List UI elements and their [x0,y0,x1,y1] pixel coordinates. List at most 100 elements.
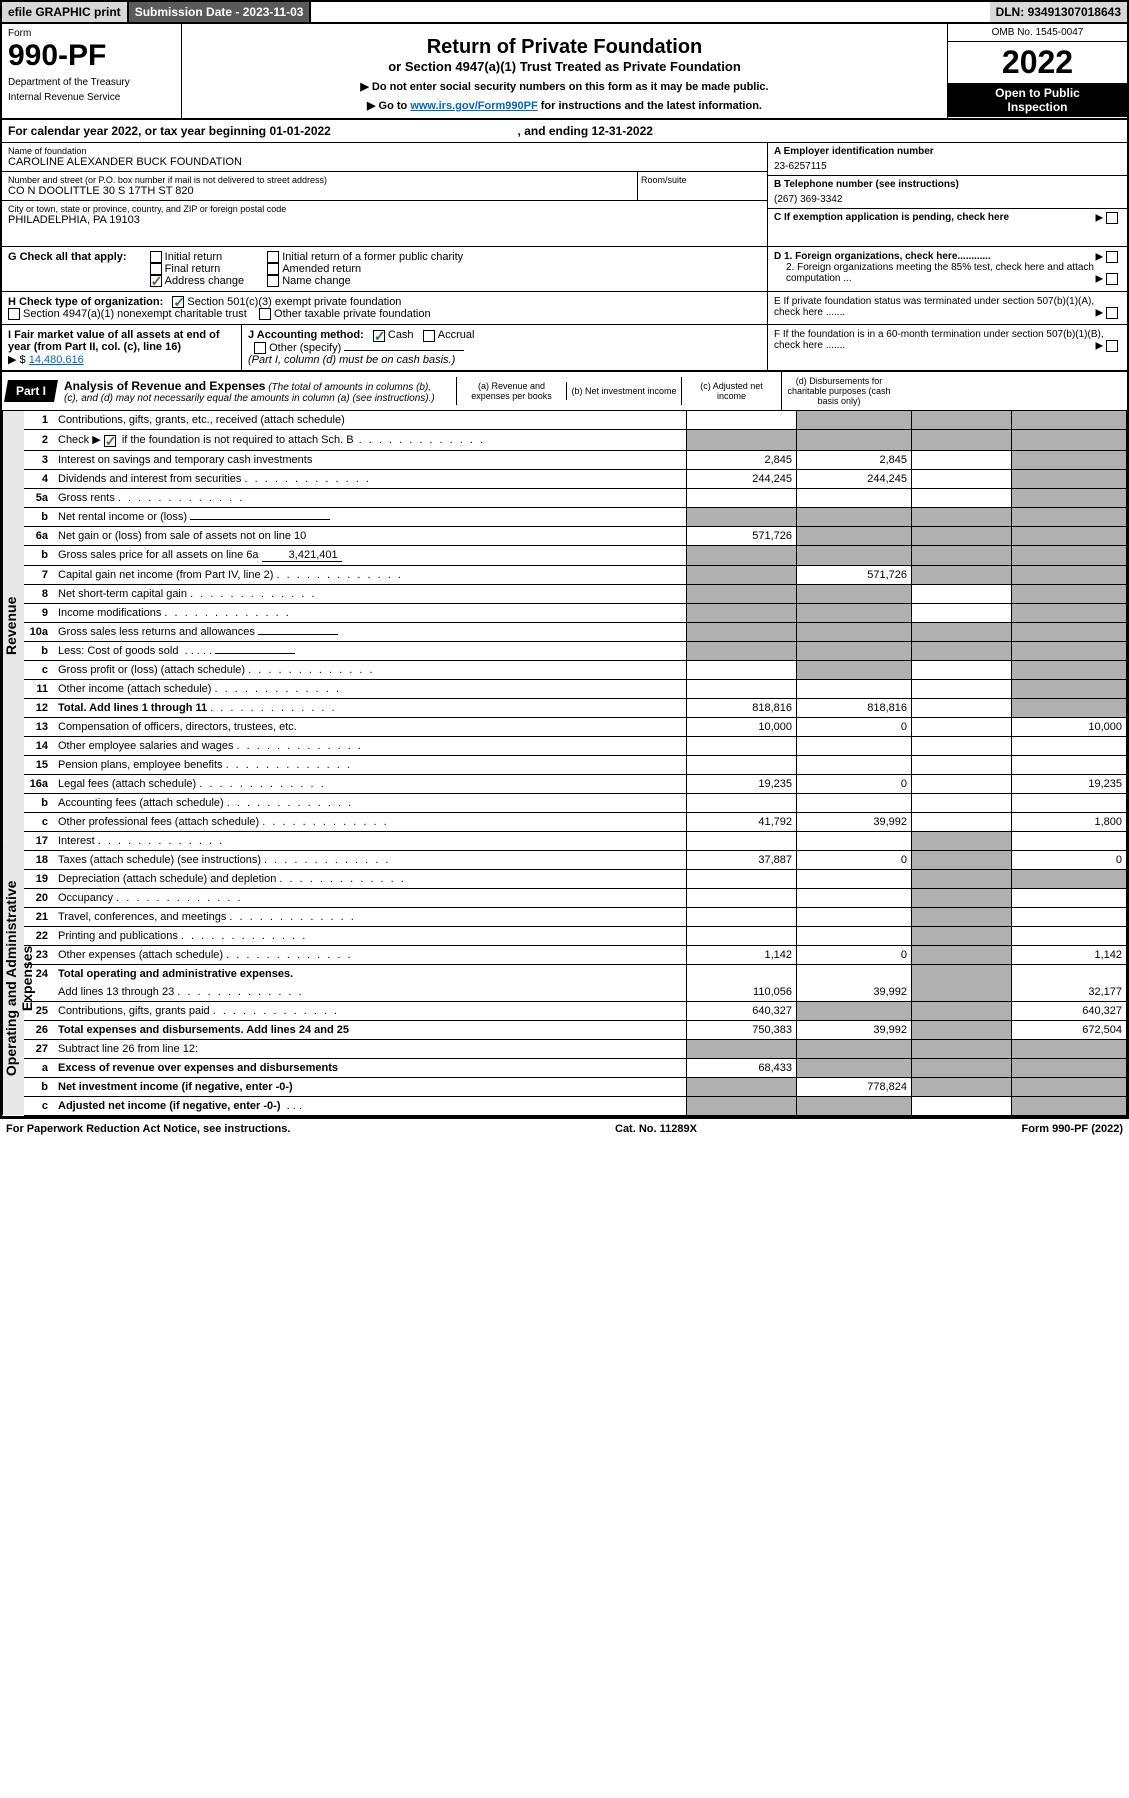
city-label: City or town, state or province, country… [8,204,761,214]
form-page: efile GRAPHIC print Submission Date - 20… [0,0,1129,1118]
line-14: 14Other employee salaries and wages [24,736,1127,755]
name-change-checkbox[interactable] [267,275,279,287]
ein-label: A Employer identification number [774,146,1121,157]
ssn-warning: ▶ Do not enter social security numbers o… [188,80,941,93]
line-13: 13Compensation of officers, directors, t… [24,717,1127,736]
line-11: 11Other income (attach schedule) [24,679,1127,698]
line-21: 21Travel, conferences, and meetings [24,907,1127,926]
col-c-header: (c) Adjusted net income [681,377,781,405]
form-label: Form [8,28,175,39]
form-number: 990-PF [8,39,175,73]
j-cash-checkbox[interactable] [373,330,385,342]
line-6b-value: 3,421,401 [262,549,342,562]
line-1: 1Contributions, gifts, grants, etc., rec… [24,411,1127,430]
initial-former-checkbox[interactable] [267,251,279,263]
line-24: 24Total operating and administrative exp… [24,964,1127,983]
row-i-j-f: I Fair market value of all assets at end… [2,325,1127,370]
line-17: 17Interest [24,831,1127,850]
h-501c3-checkbox[interactable] [172,296,184,308]
line-27a: aExcess of revenue over expenses and dis… [24,1058,1127,1077]
line-24b: Add lines 13 through 23 110,05639,99232,… [24,983,1127,1002]
h-label: H Check type of organization: [8,296,163,308]
line-3: 3Interest on savings and temporary cash … [24,450,1127,469]
line-10c: cGross profit or (loss) (attach schedule… [24,660,1127,679]
irs-link[interactable]: www.irs.gov/Form990PF [410,100,537,112]
form-header: Form 990-PF Department of the Treasury I… [2,24,1127,120]
f-label: F If the foundation is in a 60-month ter… [774,329,1104,351]
d2-checkbox[interactable] [1106,273,1118,285]
expenses-sidebar: Operating and Administrative Expenses [2,841,24,1115]
revenue-sidebar: Revenue [2,411,24,841]
line-4: 4Dividends and interest from securities … [24,469,1127,488]
telephone-label: B Telephone number (see instructions) [774,179,1121,190]
ein-value: 23-6257115 [774,157,1121,172]
line-6b: bGross sales price for all assets on lin… [24,545,1127,565]
d2-label: 2. Foreign organizations meeting the 85%… [786,262,1094,284]
line-8: 8Net short-term capital gain [24,584,1127,603]
row-g-d: G Check all that apply: Initial return F… [2,247,1127,292]
h-other-taxable-checkbox[interactable] [259,308,271,320]
line-22: 22Printing and publications [24,926,1127,945]
form-ref: Form 990-PF (2022) [1022,1123,1123,1135]
j-other-checkbox[interactable] [254,342,266,354]
part1-table: 1Contributions, gifts, grants, etc., rec… [24,411,1127,1115]
line-16b: bAccounting fees (attach schedule) [24,793,1127,812]
part1-body: Revenue Operating and Administrative Exp… [2,411,1127,1115]
line-27c: cAdjusted net income (if negative, enter… [24,1096,1127,1115]
line-7: 7Capital gain net income (from Part IV, … [24,565,1127,584]
e-label: E If private foundation status was termi… [774,296,1094,318]
j-note: (Part I, column (d) must be on cash basi… [248,354,455,366]
goto-instructions: ▶ Go to www.irs.gov/Form990PF for instru… [188,99,941,112]
line-23: 23Other expenses (attach schedule) 1,142… [24,945,1127,964]
line-27b: bNet investment income (if negative, ent… [24,1077,1127,1096]
col-d-header: (d) Disbursements for charitable purpose… [781,372,896,410]
line-12: 12Total. Add lines 1 through 11 818,8168… [24,698,1127,717]
schb-checkbox[interactable] [104,435,116,447]
entity-block: Name of foundation CAROLINE ALEXANDER BU… [2,143,1127,247]
foundation-name: CAROLINE ALEXANDER BUCK FOUNDATION [8,156,761,168]
line-16c: cOther professional fees (attach schedul… [24,812,1127,831]
line-15: 15Pension plans, employee benefits [24,755,1127,774]
line-19: 19Depreciation (attach schedule) and dep… [24,869,1127,888]
line-2: 2Check ▶ if the foundation is not requir… [24,430,1127,450]
top-bar: efile GRAPHIC print Submission Date - 20… [2,2,1127,24]
i-label: I Fair market value of all assets at end… [8,329,220,353]
j-label: J Accounting method: [248,329,364,341]
j-accrual-checkbox[interactable] [423,330,435,342]
part1-label: Part I [4,380,58,402]
room-suite-label: Room/suite [637,172,767,200]
form-title: Return of Private Foundation [188,36,941,59]
irs-label: Internal Revenue Service [8,92,175,103]
efile-print-label[interactable]: efile GRAPHIC print [2,2,129,22]
submission-date-label: Submission Date - 2023-11-03 [129,2,312,22]
cat-number: Cat. No. 11289X [290,1123,1021,1135]
e-checkbox[interactable] [1106,307,1118,319]
foundation-name-label: Name of foundation [8,146,761,156]
open-to-public: Open to PublicInspection [948,83,1127,117]
part1-header: Part I Analysis of Revenue and Expenses … [2,370,1127,411]
line-5b: bNet rental income or (loss) [24,507,1127,526]
line-20: 20Occupancy [24,888,1127,907]
f-checkbox[interactable] [1106,340,1118,352]
line-25: 25Contributions, gifts, grants paid 640,… [24,1001,1127,1020]
amended-return-checkbox[interactable] [267,263,279,275]
h-4947-checkbox[interactable] [8,308,20,320]
g-label: G Check all that apply: [8,251,127,263]
part1-title: Analysis of Revenue and Expenses (The to… [56,375,456,408]
fair-market-value[interactable]: 14,480,616 [29,354,84,366]
line-10a: 10aGross sales less returns and allowanc… [24,622,1127,641]
exemption-pending-label: C If exemption application is pending, c… [774,212,1009,223]
line-27: 27Subtract line 26 from line 12: [24,1039,1127,1058]
col-b-header: (b) Net investment income [566,382,681,400]
telephone-value: (267) 369-3342 [774,190,1121,205]
line-6a: 6aNet gain or (loss) from sale of assets… [24,526,1127,545]
address-change-checkbox[interactable] [150,275,162,287]
exemption-pending-checkbox[interactable] [1106,212,1118,224]
form-subtitle: or Section 4947(a)(1) Trust Treated as P… [188,59,941,74]
dept-treasury: Department of the Treasury [8,77,175,88]
initial-return-checkbox[interactable] [150,251,162,263]
col-a-header: (a) Revenue and expenses per books [456,377,566,405]
line-16a: 16aLegal fees (attach schedule) 19,23501… [24,774,1127,793]
page-footer: For Paperwork Reduction Act Notice, see … [0,1118,1129,1139]
d1-checkbox[interactable] [1106,251,1118,263]
